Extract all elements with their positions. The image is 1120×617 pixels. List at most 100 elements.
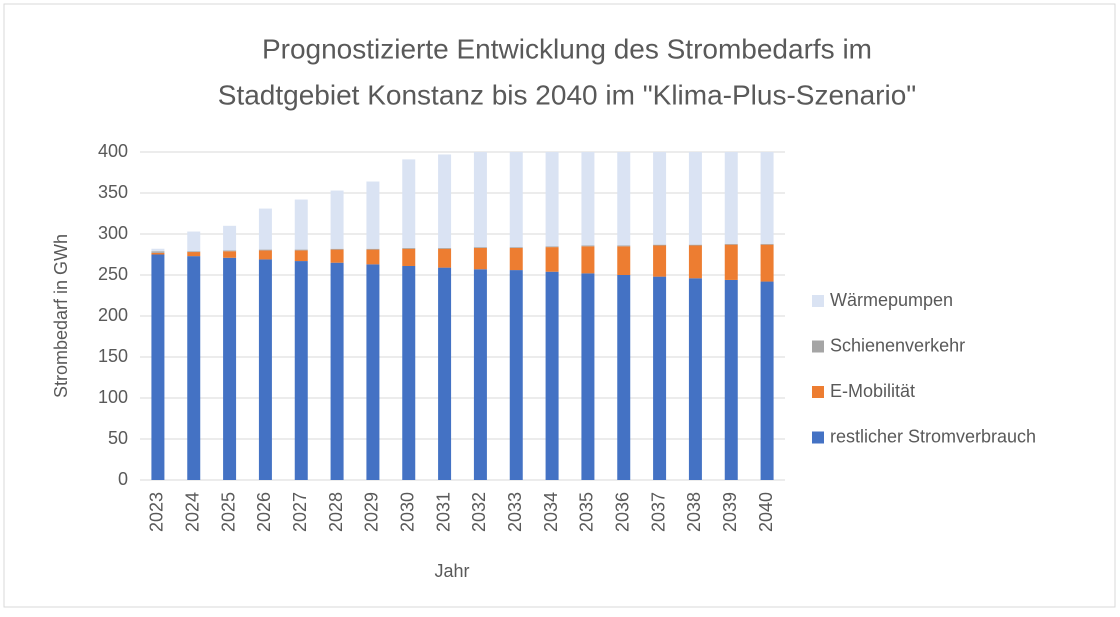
legend-label: Schienenverkehr bbox=[830, 335, 965, 355]
bar-segment bbox=[187, 231, 201, 252]
y-tick-label: 150 bbox=[98, 346, 128, 366]
x-tick-label: 2025 bbox=[218, 492, 238, 532]
bar-segment bbox=[151, 248, 165, 252]
x-tick-label: 2027 bbox=[290, 492, 310, 532]
bar-segment bbox=[151, 251, 165, 253]
bar-segment bbox=[330, 249, 344, 263]
bar-segment bbox=[402, 248, 416, 266]
x-tick-label: 2024 bbox=[183, 492, 203, 532]
bar-segment bbox=[473, 247, 487, 270]
bar-segment bbox=[366, 248, 380, 250]
bar-segment bbox=[653, 276, 667, 480]
x-tick-label: 2038 bbox=[684, 492, 704, 532]
x-tick-label: 2029 bbox=[362, 492, 382, 532]
bar-segment bbox=[258, 208, 272, 250]
bar-segment bbox=[653, 245, 667, 277]
x-tick-label: 2026 bbox=[254, 492, 274, 532]
bar-segment bbox=[294, 199, 308, 250]
x-axis-title: Jahr bbox=[434, 561, 469, 581]
bar-segment bbox=[617, 275, 631, 480]
bar-segment bbox=[187, 256, 201, 480]
x-tick-label: 2039 bbox=[720, 492, 740, 532]
x-tick-label: 2023 bbox=[147, 492, 167, 532]
bar-segment bbox=[724, 152, 738, 244]
bar-segment bbox=[366, 264, 380, 480]
legend-swatch bbox=[812, 431, 824, 444]
x-tick-label: 2033 bbox=[505, 492, 525, 532]
bar-segment bbox=[545, 271, 559, 480]
bar-segment bbox=[187, 252, 201, 257]
bar-segment bbox=[294, 249, 308, 251]
bar-segment bbox=[545, 152, 559, 247]
bar-segment bbox=[724, 279, 738, 480]
bar-segment bbox=[402, 265, 416, 480]
bar-segment bbox=[438, 247, 452, 249]
bar-segment bbox=[688, 278, 702, 480]
bar-segment bbox=[688, 152, 702, 245]
bar-segment bbox=[223, 225, 237, 251]
bar-segment bbox=[258, 259, 272, 480]
bar-segment bbox=[330, 248, 344, 250]
bar-segment bbox=[366, 181, 380, 249]
x-tick-label: 2028 bbox=[326, 492, 346, 532]
bar-segment bbox=[760, 281, 774, 480]
y-tick-label: 300 bbox=[98, 223, 128, 243]
bar-segment bbox=[223, 257, 237, 480]
bar-segment bbox=[617, 152, 631, 246]
bar-segment bbox=[438, 154, 452, 248]
legend-label: Wärmepumpen bbox=[830, 290, 953, 310]
y-tick-label: 100 bbox=[98, 387, 128, 407]
x-tick-label: 2032 bbox=[469, 492, 489, 532]
x-tick-label: 2036 bbox=[613, 492, 633, 532]
x-tick-label: 2037 bbox=[648, 492, 668, 532]
bar-segment bbox=[330, 190, 344, 249]
bar-segment bbox=[724, 243, 738, 245]
bar-segment bbox=[509, 247, 523, 248]
bar-segment bbox=[294, 261, 308, 480]
bar-segment bbox=[509, 247, 523, 271]
bar-segment bbox=[688, 245, 702, 279]
bar-segment bbox=[402, 159, 416, 248]
bar-segment bbox=[509, 152, 523, 248]
chart-title: Prognostizierte Entwicklung des Strombed… bbox=[262, 33, 872, 64]
bar-segment bbox=[617, 246, 631, 275]
legend-swatch bbox=[812, 295, 824, 307]
x-tick-label: 2040 bbox=[756, 492, 776, 532]
bar-segment bbox=[653, 244, 667, 246]
bar-segment bbox=[545, 246, 559, 248]
y-tick-label: 400 bbox=[98, 141, 128, 161]
y-tick-label: 350 bbox=[98, 182, 128, 202]
bar-segment bbox=[724, 244, 738, 280]
bar-segment bbox=[581, 152, 595, 246]
legend-swatch bbox=[812, 386, 824, 398]
bar-segment bbox=[223, 251, 237, 258]
bar-segment bbox=[545, 247, 559, 272]
bar-segment bbox=[473, 247, 487, 248]
legend-swatch bbox=[812, 340, 824, 353]
bar-segment bbox=[760, 152, 774, 244]
y-tick-label: 250 bbox=[98, 264, 128, 284]
legend-label: restlicher Stromverbrauch bbox=[830, 426, 1036, 446]
x-tick-label: 2034 bbox=[541, 492, 561, 532]
bar-segment bbox=[151, 254, 165, 480]
x-tick-label: 2035 bbox=[577, 492, 597, 532]
bar-segment bbox=[581, 245, 595, 247]
bar-segment bbox=[258, 250, 272, 260]
bar-segment bbox=[473, 269, 487, 480]
y-axis-title: Strombedarf in GWh bbox=[51, 234, 71, 398]
bar-segment bbox=[509, 270, 523, 480]
bar-segment bbox=[187, 251, 201, 253]
bar-segment bbox=[330, 262, 344, 480]
x-tick-label: 2030 bbox=[398, 492, 418, 532]
bar-segment bbox=[581, 273, 595, 480]
bar-segment bbox=[294, 250, 308, 262]
bar-segment bbox=[402, 247, 416, 249]
bar-segment bbox=[438, 267, 452, 480]
bar-segment bbox=[366, 249, 380, 265]
chart-title: Stadtgebiet Konstanz bis 2040 im "Klima-… bbox=[218, 79, 916, 110]
bar-segment bbox=[760, 244, 774, 282]
x-tick-label: 2031 bbox=[433, 492, 453, 532]
y-tick-label: 200 bbox=[98, 305, 128, 325]
bar-segment bbox=[223, 250, 237, 252]
